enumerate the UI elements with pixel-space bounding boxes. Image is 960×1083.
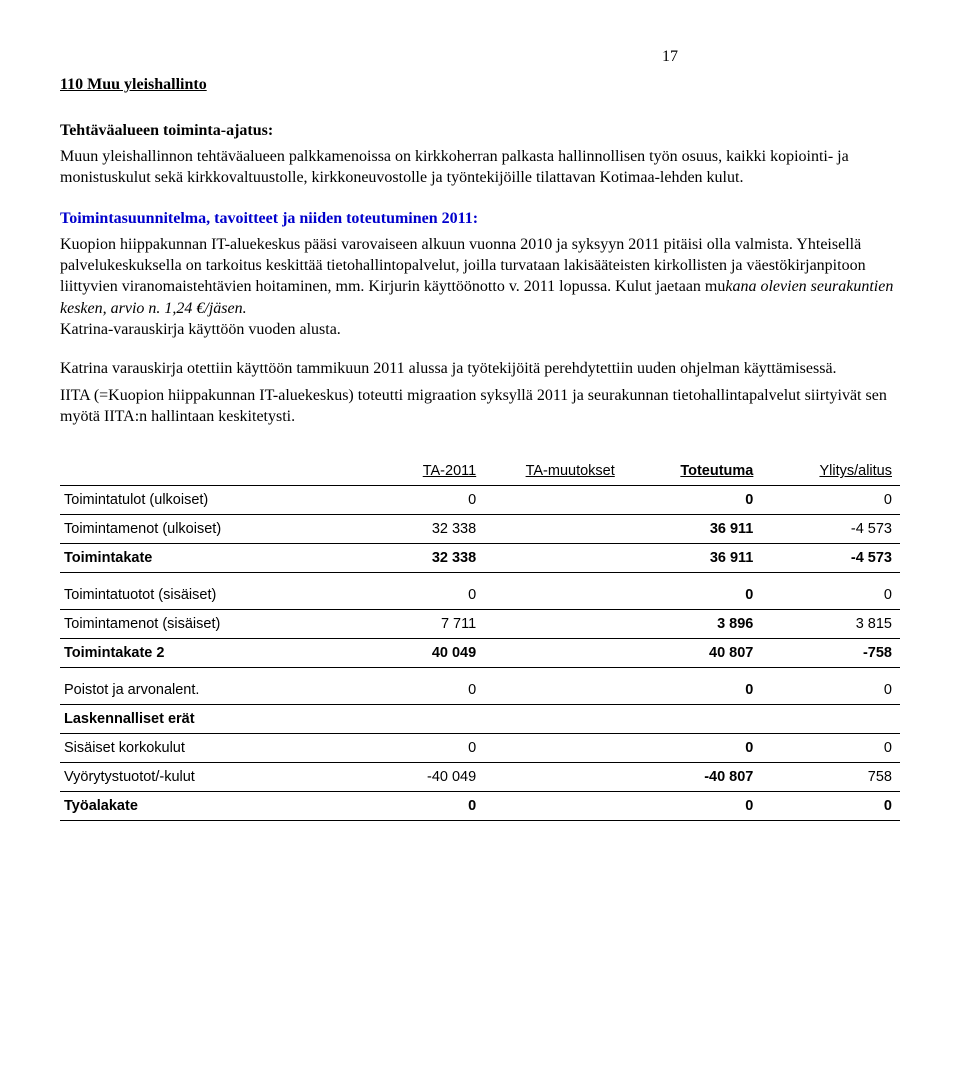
table-row: Laskennalliset erät [60, 705, 900, 734]
row-label: Toimintamenot (sisäiset) [60, 610, 346, 639]
row-cell: 0 [761, 792, 900, 821]
table-row: Toimintamenot (sisäiset)7 711 3 8963 815 [60, 610, 900, 639]
row-label: Sisäiset korkokulut [60, 734, 346, 763]
row-cell: 0 [346, 734, 485, 763]
row-cell: 36 911 [623, 515, 762, 544]
row-cell: 7 711 [346, 610, 485, 639]
row-cell: -4 573 [761, 515, 900, 544]
row-cell: -4 573 [761, 544, 900, 573]
table-row: Toimintakate 240 049 40 807-758 [60, 639, 900, 668]
section2-tail: Katrina-varauskirja käyttöön vuoden alus… [60, 321, 341, 338]
row-cell [761, 705, 900, 734]
row-cell [623, 705, 762, 734]
row-cell: 3 815 [761, 610, 900, 639]
row-cell [484, 639, 623, 668]
table-row: Toimintatulot (ulkoiset)000 [60, 486, 900, 515]
finance-table: TA-2011 TA-muutokset Toteutuma Ylitys/al… [60, 457, 900, 821]
row-cell: -40 049 [346, 763, 485, 792]
section2-body: Kuopion hiippakunnan IT-aluekeskus pääsi… [60, 234, 900, 340]
row-label: Toimintakate [60, 544, 346, 573]
row-cell: 0 [623, 734, 762, 763]
row-cell [484, 610, 623, 639]
row-cell [484, 486, 623, 515]
section1-body: Muun yleishallinnon tehtäväalueen palkka… [60, 146, 900, 188]
row-label: Toimintakate 2 [60, 639, 346, 668]
table-header-row: TA-2011 TA-muutokset Toteutuma Ylitys/al… [60, 457, 900, 486]
row-cell [484, 792, 623, 821]
table-header-blank [60, 457, 346, 486]
row-label: Laskennalliset erät [60, 705, 346, 734]
row-cell: 758 [761, 763, 900, 792]
row-cell: -758 [761, 639, 900, 668]
row-label: Toimintatuotot (sisäiset) [60, 573, 346, 610]
row-cell [346, 705, 485, 734]
page-title: 110 Muu yleishallinto [60, 76, 900, 94]
table-header-ta2011: TA-2011 [346, 457, 485, 486]
row-cell [484, 668, 623, 705]
row-cell: 0 [623, 668, 762, 705]
row-cell [484, 763, 623, 792]
table-row: Vyörytystuotot/-kulut-40 049 -40 807758 [60, 763, 900, 792]
row-cell: 0 [761, 573, 900, 610]
section1-heading: Tehtäväalueen toiminta-ajatus: [60, 122, 900, 140]
row-cell: 36 911 [623, 544, 762, 573]
row-label: Vyörytystuotot/-kulut [60, 763, 346, 792]
row-label: Työalakate [60, 792, 346, 821]
row-cell: 32 338 [346, 515, 485, 544]
table-row: Poistot ja arvonalent.000 [60, 668, 900, 705]
table-row: Sisäiset korkokulut000 [60, 734, 900, 763]
row-cell [484, 705, 623, 734]
row-cell: 0 [623, 486, 762, 515]
row-cell [484, 515, 623, 544]
row-cell [484, 734, 623, 763]
table-header-toteutuma: Toteutuma [623, 457, 762, 486]
section3-p1: Katrina varauskirja otettiin käyttöön ta… [60, 358, 900, 379]
row-label: Toimintatulot (ulkoiset) [60, 486, 346, 515]
row-cell: 3 896 [623, 610, 762, 639]
row-cell: 32 338 [346, 544, 485, 573]
row-cell: 0 [623, 573, 762, 610]
row-cell: 0 [761, 668, 900, 705]
row-cell: -40 807 [623, 763, 762, 792]
table-row: Toimintamenot (ulkoiset)32 338 36 911-4 5… [60, 515, 900, 544]
table-header-ylitys: Ylitys/alitus [761, 457, 900, 486]
row-cell: 0 [346, 486, 485, 515]
row-cell: 0 [346, 792, 485, 821]
row-cell: 40 807 [623, 639, 762, 668]
row-cell: 0 [761, 486, 900, 515]
row-label: Poistot ja arvonalent. [60, 668, 346, 705]
row-cell [484, 544, 623, 573]
row-cell [484, 573, 623, 610]
table-row: Työalakate000 [60, 792, 900, 821]
section3-p2: IITA (=Kuopion hiippakunnan IT-aluekesku… [60, 385, 900, 427]
table-header-tamuutokset: TA-muutokset [484, 457, 623, 486]
row-cell: 0 [346, 668, 485, 705]
row-cell: 0 [761, 734, 900, 763]
page-number: 17 [60, 48, 900, 66]
table-row: Toimintatuotot (sisäiset)000 [60, 573, 900, 610]
row-label: Toimintamenot (ulkoiset) [60, 515, 346, 544]
row-cell: 0 [346, 573, 485, 610]
row-cell: 40 049 [346, 639, 485, 668]
section2-heading: Toimintasuunnitelma, tavoitteet ja niide… [60, 210, 900, 228]
row-cell: 0 [623, 792, 762, 821]
table-row: Toimintakate32 338 36 911-4 573 [60, 544, 900, 573]
